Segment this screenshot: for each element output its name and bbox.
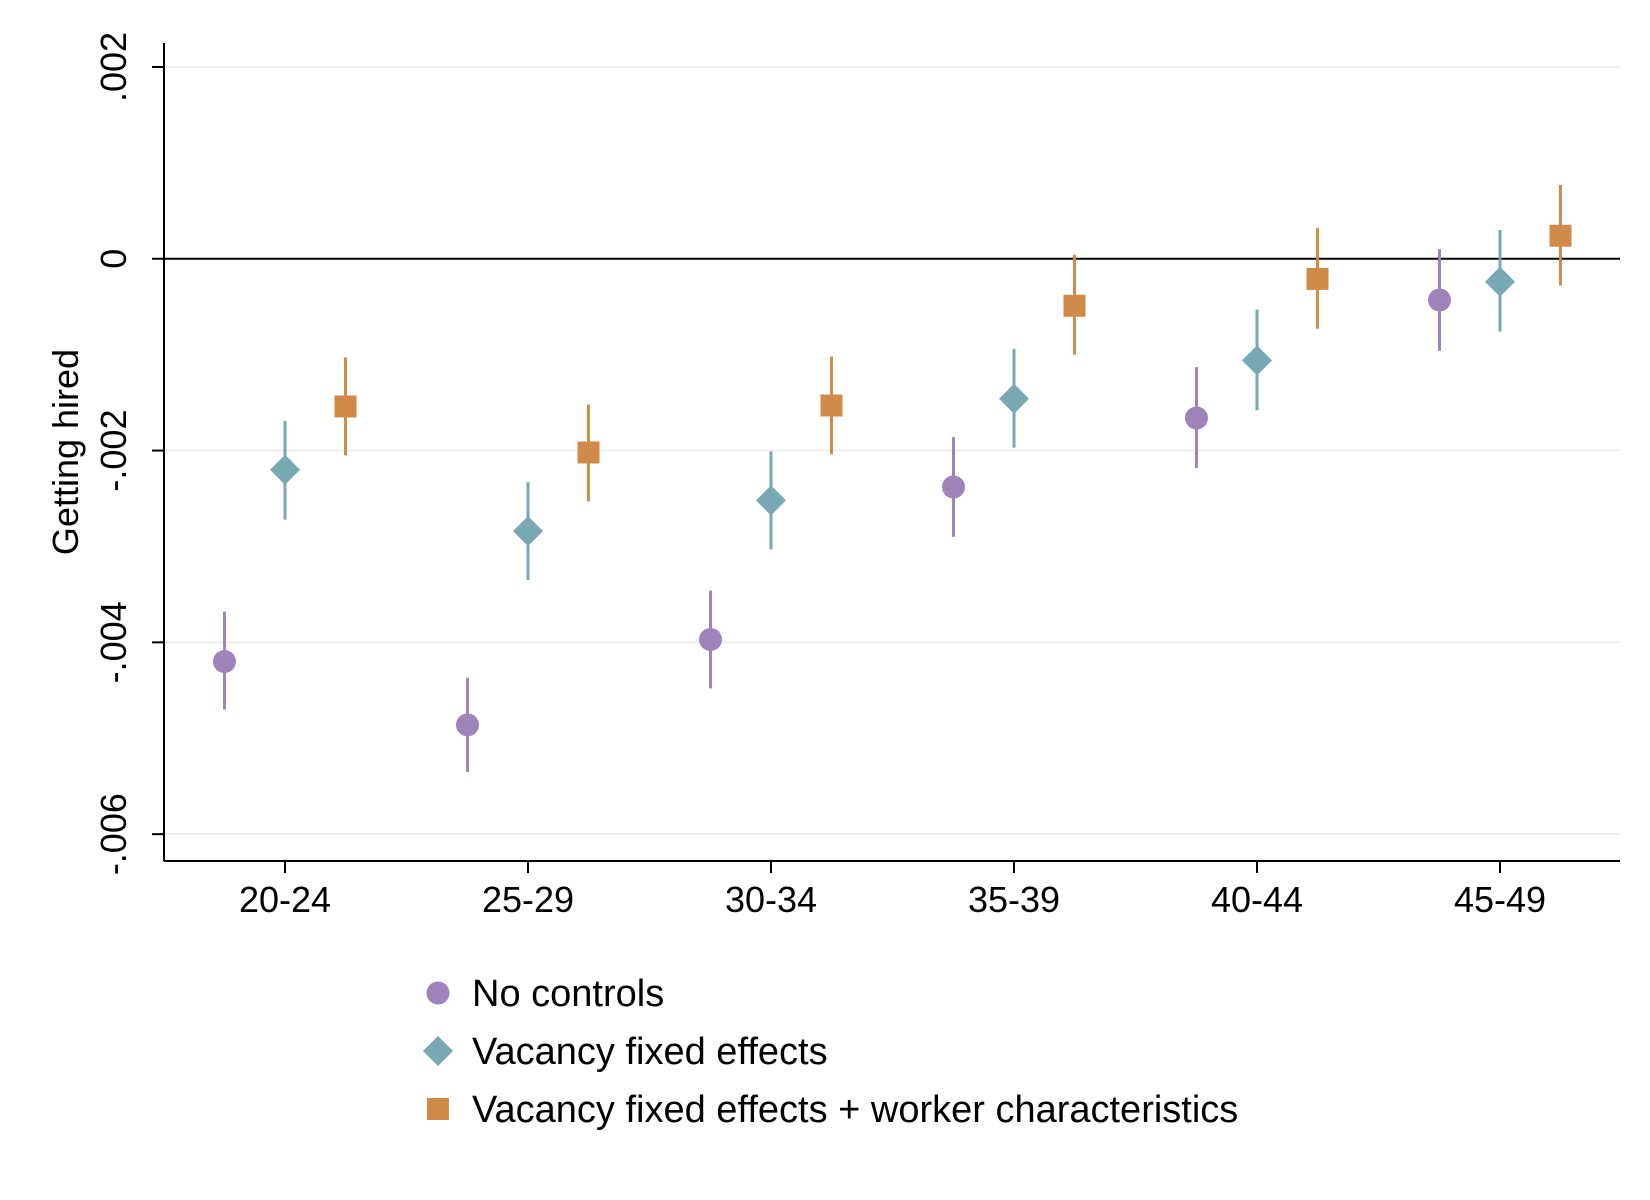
data-point	[1428, 288, 1451, 312]
data-point	[213, 650, 236, 674]
y-tick-label: -.002	[93, 410, 134, 492]
legend-item: Vacancy fixed effects	[423, 1031, 828, 1073]
legend-marker	[423, 1036, 453, 1066]
legend-marker	[427, 1098, 449, 1120]
data-point	[756, 485, 786, 516]
data-point	[1185, 406, 1208, 430]
data-point	[1242, 345, 1272, 376]
x-tick-label: 25-29	[482, 879, 574, 920]
data-point	[270, 454, 300, 485]
data-point	[999, 383, 1029, 414]
x-tick-label: 35-39	[968, 879, 1060, 920]
y-tick-label: -.006	[93, 793, 134, 875]
y-axis-label: Getting hired	[45, 349, 86, 555]
y-tick-label: .002	[93, 32, 134, 102]
data-point	[334, 395, 357, 418]
data-point	[456, 713, 479, 737]
series-2	[334, 184, 1572, 502]
data-point	[820, 394, 843, 417]
x-tick-label: 20-24	[239, 879, 331, 920]
series-0	[213, 249, 1451, 772]
legend: No controls Vacancy fixed effects Vacancy …	[423, 973, 1238, 1131]
series	[213, 184, 1572, 772]
x-tick-label: 45-49	[1454, 879, 1546, 920]
data-point	[1306, 267, 1329, 290]
y-tick-label: -.004	[93, 601, 134, 683]
data-point	[1485, 266, 1515, 297]
axes	[163, 43, 1620, 862]
legend-label: Vacancy fixed effects + worker character…	[472, 1089, 1238, 1131]
x-tick-label: 40-44	[1211, 879, 1303, 920]
data-point	[942, 475, 965, 499]
legend-label: No controls	[472, 973, 664, 1015]
legend-label: Vacancy fixed effects	[472, 1031, 828, 1073]
data-point	[577, 441, 600, 464]
data-point	[1549, 224, 1572, 247]
x-ticks: 20-24 25-29 30-34 35-39 40-44 45-49	[239, 861, 1546, 920]
legend-marker	[426, 981, 450, 1005]
data-point	[1063, 294, 1086, 317]
grid-lines	[164, 66, 1620, 835]
series-1	[270, 229, 1515, 581]
y-ticks: .002 0 -.002 -.004 -.006	[93, 32, 164, 875]
y-tick-label: 0	[93, 249, 134, 269]
data-point	[699, 627, 722, 651]
legend-item: No controls	[426, 973, 664, 1015]
legend-item: Vacancy fixed effects + worker character…	[427, 1089, 1238, 1131]
x-tick-label: 30-34	[725, 879, 817, 920]
data-point	[513, 516, 543, 547]
